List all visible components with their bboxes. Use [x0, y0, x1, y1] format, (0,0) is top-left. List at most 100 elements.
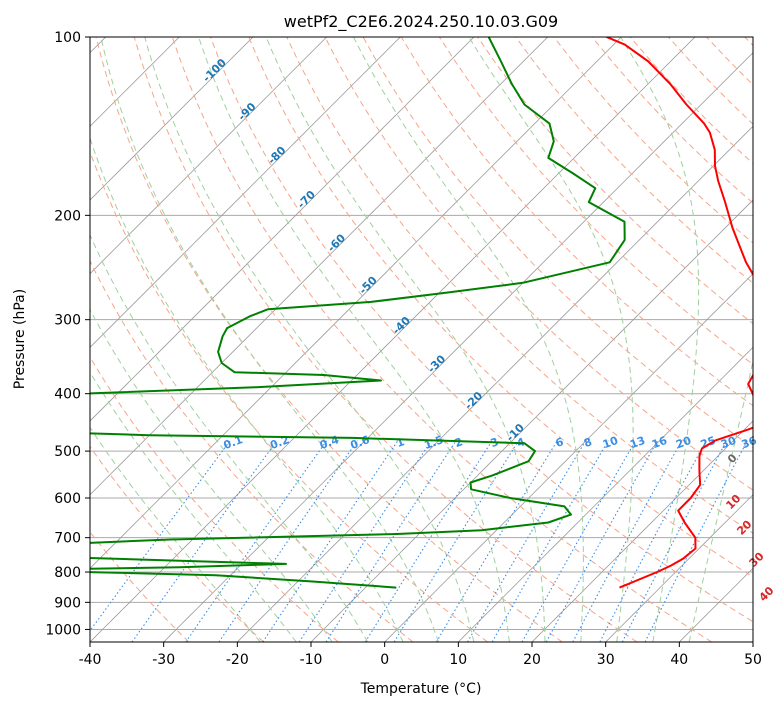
moist-adiabat-label: -80 [265, 144, 288, 167]
isotherm-line [605, 494, 753, 642]
moist-adiabat-line [100, 37, 439, 642]
mixing-ratio-label: 20 [674, 434, 693, 452]
isotherm-line [90, 37, 327, 275]
moist-adiabat-line [688, 358, 753, 642]
dry-adiabat-line [668, 37, 753, 125]
moist-adiabat-line [620, 37, 700, 642]
mixing-ratio-label: 36 [740, 434, 759, 452]
dry-adiabat-line [515, 37, 753, 284]
mixing-ratio-line [218, 440, 358, 642]
moist-adiabat-label: -20 [462, 389, 485, 412]
y-tick-label: 700 [54, 531, 81, 547]
dry-adiabat-line [553, 37, 753, 244]
x-tick-label: 30 [597, 652, 615, 668]
moist-adiabat-label: -40 [390, 314, 413, 337]
dry-adiabat-label: 30 [747, 549, 767, 569]
moist-adiabat-label: -70 [295, 188, 318, 211]
mixing-ratio-line [131, 440, 278, 642]
plot-frame [89, 36, 754, 643]
dry-adiabat-line [90, 445, 264, 642]
mixing-ratio-line [644, 440, 748, 642]
dry-adiabat-line [90, 531, 190, 642]
moist-adiabat-label: -60 [325, 231, 348, 254]
mixing-ratio-label: 16 [650, 434, 669, 452]
dry-adiabat-label: 10 [723, 492, 743, 512]
isotherm-line [90, 37, 622, 569]
y-tick-label: 400 [54, 387, 81, 403]
dry-adiabat-label: 40 [757, 584, 775, 604]
moist-adiabat-line [265, 37, 546, 642]
dry-adiabat-line [210, 37, 753, 623]
mixing-ratio-label: 10 [601, 434, 620, 452]
dry-adiabat-line [591, 37, 753, 204]
isotherm-line [90, 37, 254, 201]
dry-adiabat-line [90, 259, 414, 642]
x-tick-label: 10 [449, 652, 467, 668]
dry-adiabat-line [744, 37, 753, 47]
moist-adiabat-line [90, 308, 333, 642]
mixing-ratio-line [185, 440, 328, 642]
y-axis-label: Pressure (hPa) [12, 289, 28, 389]
dry-adiabat-line [706, 37, 753, 86]
temperature-profile-line [606, 37, 753, 589]
x-tick-label: -40 [79, 652, 102, 668]
isotherm-line [90, 37, 696, 642]
dry-adiabat-line [95, 37, 563, 642]
mixing-ratio-line [621, 440, 728, 642]
isotherm-line [384, 273, 753, 642]
dry-adiabat-line [171, 37, 712, 642]
isotherm-line [90, 37, 401, 348]
mixing-ratio-line [521, 440, 637, 642]
y-tick-label: 800 [54, 565, 81, 581]
moist-adiabat-line [90, 371, 297, 642]
moist-adiabat-line [144, 37, 475, 642]
mixing-ratio-label: 6 [554, 435, 566, 450]
x-tick-label: -10 [300, 652, 323, 668]
y-tick-label: 100 [54, 30, 81, 46]
mixing-ratio-line [491, 440, 609, 642]
mixing-ratio-line [298, 440, 432, 642]
isotherm-line [531, 420, 753, 642]
y-tick-label: 600 [54, 491, 81, 507]
y-tick-label: 900 [54, 595, 81, 611]
x-tick-label: -20 [226, 652, 249, 668]
mixing-ratio-label: 1 [395, 435, 407, 450]
mixing-ratio-label: 2 [453, 435, 465, 450]
mixing-ratio-label: 0.6 [349, 433, 372, 452]
x-tick-label: 20 [523, 652, 541, 668]
y-tick-label: 200 [54, 208, 81, 224]
mixing-ratio-line [325, 440, 457, 642]
dewpoint-profile-line [90, 37, 626, 589]
mixing-ratio-label: 8 [582, 435, 594, 450]
moist-adiabat-line [90, 233, 369, 642]
dry-adiabat-line [286, 37, 753, 534]
mixing-ratio-line [393, 440, 520, 642]
moist-adiabat-label: -90 [235, 100, 258, 123]
x-tick-label: -30 [152, 652, 175, 668]
dry-adiabat-line [90, 356, 339, 642]
mixing-ratio-line [545, 440, 659, 642]
mixing-ratio-line [262, 440, 399, 642]
moist-adiabat-line [90, 136, 404, 642]
mixing-ratio-label: 13 [628, 434, 647, 451]
dry-adiabat-label: 20 [734, 517, 754, 537]
chart-title: wetPf2_C2E6.2024.250.10.03.G09 [284, 12, 558, 32]
isotherm-line [237, 125, 753, 642]
isotherm-line [310, 199, 753, 642]
x-tick-label: 0 [380, 652, 389, 668]
isotherm-line [90, 37, 475, 422]
y-tick-label: 500 [54, 444, 81, 460]
moist-adiabat-label: -30 [425, 352, 448, 375]
moist-adiabat-line [198, 37, 510, 642]
isotherm-line [90, 37, 548, 496]
x-tick-label: 50 [744, 652, 762, 668]
dry-adiabat-line [90, 150, 488, 642]
dry-adiabat-line [133, 37, 638, 642]
mixing-ratio-line [572, 440, 683, 642]
isotherm-line [458, 346, 753, 642]
moist-adiabat-line [90, 426, 261, 642]
mixing-ratio-line [467, 440, 587, 642]
mixing-ratio-label: 0.1 [222, 433, 245, 452]
dry-adiabat-line [248, 37, 753, 578]
